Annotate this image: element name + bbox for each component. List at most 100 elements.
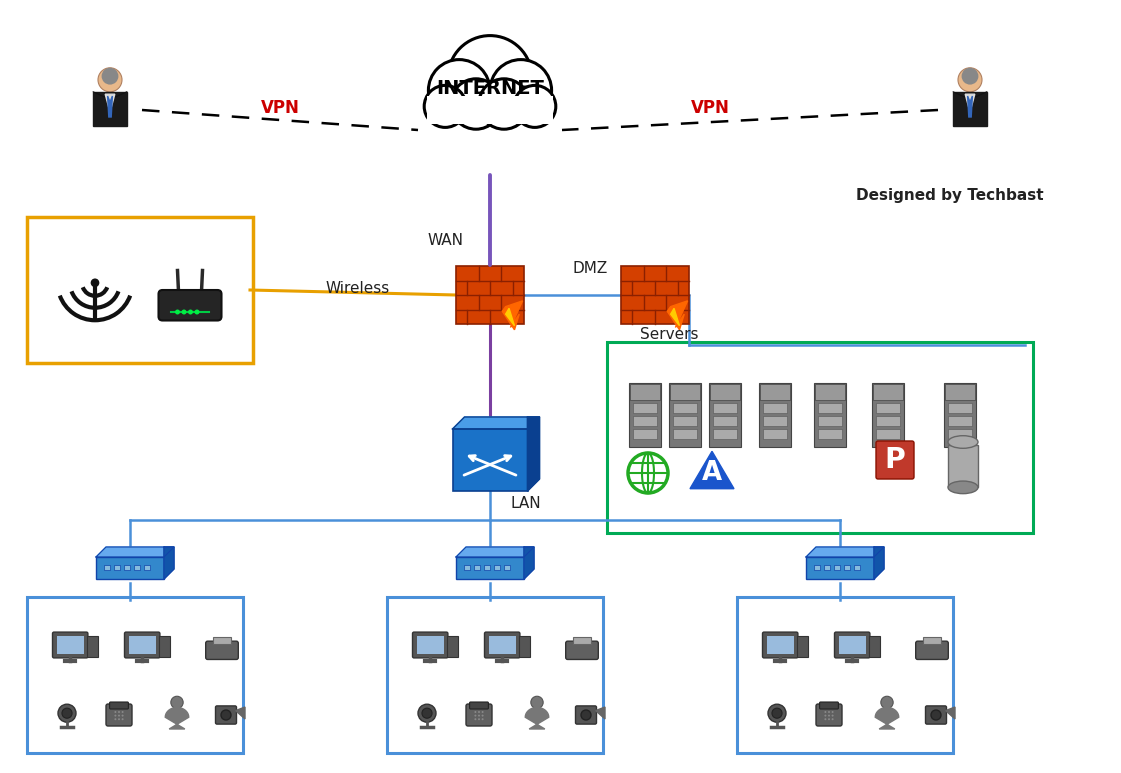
Circle shape — [58, 704, 76, 722]
FancyBboxPatch shape — [129, 636, 156, 654]
Circle shape — [421, 708, 432, 718]
FancyBboxPatch shape — [670, 384, 700, 400]
FancyBboxPatch shape — [96, 557, 164, 579]
Polygon shape — [691, 451, 734, 489]
Circle shape — [479, 79, 529, 129]
FancyBboxPatch shape — [818, 429, 842, 438]
Ellipse shape — [948, 481, 978, 494]
Text: A: A — [702, 460, 722, 486]
FancyBboxPatch shape — [948, 416, 972, 426]
Circle shape — [114, 718, 117, 720]
FancyBboxPatch shape — [504, 565, 510, 570]
Circle shape — [182, 309, 186, 315]
Text: P: P — [884, 446, 906, 474]
FancyBboxPatch shape — [797, 636, 808, 657]
Circle shape — [832, 711, 834, 713]
FancyBboxPatch shape — [876, 416, 900, 426]
FancyBboxPatch shape — [834, 632, 870, 658]
FancyBboxPatch shape — [876, 429, 900, 438]
Circle shape — [513, 85, 556, 128]
FancyBboxPatch shape — [566, 641, 599, 659]
Circle shape — [768, 704, 786, 722]
Polygon shape — [526, 707, 549, 729]
FancyBboxPatch shape — [948, 445, 978, 487]
FancyBboxPatch shape — [106, 704, 132, 726]
Polygon shape — [528, 417, 539, 491]
FancyBboxPatch shape — [446, 636, 458, 657]
Circle shape — [114, 711, 117, 713]
FancyBboxPatch shape — [736, 597, 953, 753]
Circle shape — [121, 711, 123, 713]
Polygon shape — [164, 547, 174, 579]
Circle shape — [474, 714, 476, 717]
Circle shape — [482, 711, 483, 713]
FancyBboxPatch shape — [413, 632, 448, 658]
FancyBboxPatch shape — [869, 636, 880, 657]
Polygon shape — [165, 707, 188, 729]
Polygon shape — [96, 547, 174, 557]
FancyBboxPatch shape — [114, 565, 120, 570]
Circle shape — [118, 714, 120, 717]
FancyBboxPatch shape — [474, 565, 480, 570]
FancyBboxPatch shape — [135, 565, 140, 570]
Circle shape — [428, 60, 490, 121]
FancyBboxPatch shape — [713, 429, 736, 438]
FancyBboxPatch shape — [494, 565, 500, 570]
FancyBboxPatch shape — [834, 565, 840, 570]
FancyBboxPatch shape — [944, 383, 976, 447]
Polygon shape — [93, 92, 127, 126]
FancyBboxPatch shape — [763, 416, 787, 426]
Text: VPN: VPN — [691, 99, 730, 117]
FancyBboxPatch shape — [876, 403, 900, 413]
Text: Servers: Servers — [640, 327, 698, 342]
FancyBboxPatch shape — [453, 429, 528, 491]
Polygon shape — [456, 547, 534, 557]
FancyBboxPatch shape — [53, 632, 87, 658]
Circle shape — [478, 714, 480, 717]
Polygon shape — [108, 96, 112, 117]
FancyBboxPatch shape — [926, 706, 946, 724]
FancyBboxPatch shape — [633, 429, 657, 438]
FancyBboxPatch shape — [213, 638, 231, 644]
Circle shape — [824, 714, 826, 717]
FancyBboxPatch shape — [606, 342, 1032, 533]
Circle shape — [102, 68, 119, 84]
Circle shape — [482, 714, 483, 717]
Polygon shape — [967, 96, 972, 117]
Circle shape — [62, 708, 72, 718]
Circle shape — [474, 718, 476, 720]
Circle shape — [531, 696, 544, 709]
Text: INTERNET: INTERNET — [436, 79, 544, 97]
Text: DMZ: DMZ — [573, 261, 608, 275]
Polygon shape — [453, 417, 539, 429]
Polygon shape — [502, 301, 522, 330]
Circle shape — [170, 696, 183, 709]
FancyBboxPatch shape — [924, 638, 941, 644]
FancyBboxPatch shape — [673, 403, 697, 413]
Polygon shape — [524, 547, 534, 579]
Circle shape — [824, 711, 826, 713]
Polygon shape — [670, 308, 679, 325]
Circle shape — [772, 708, 782, 718]
FancyBboxPatch shape — [417, 636, 444, 654]
Circle shape — [98, 68, 122, 92]
Circle shape — [628, 453, 668, 493]
FancyBboxPatch shape — [759, 383, 791, 447]
FancyBboxPatch shape — [57, 636, 84, 654]
FancyBboxPatch shape — [456, 557, 524, 579]
FancyBboxPatch shape — [814, 565, 819, 570]
FancyBboxPatch shape — [806, 557, 874, 579]
FancyBboxPatch shape — [387, 597, 603, 753]
Circle shape — [828, 714, 830, 717]
FancyBboxPatch shape — [158, 636, 170, 657]
Circle shape — [451, 79, 501, 129]
FancyBboxPatch shape — [215, 706, 237, 724]
FancyBboxPatch shape — [484, 632, 520, 658]
Polygon shape — [235, 707, 245, 719]
Circle shape — [932, 710, 941, 720]
FancyBboxPatch shape — [819, 702, 839, 709]
Circle shape — [221, 710, 231, 720]
FancyBboxPatch shape — [669, 383, 701, 447]
Circle shape — [832, 714, 834, 717]
FancyBboxPatch shape — [840, 636, 865, 654]
